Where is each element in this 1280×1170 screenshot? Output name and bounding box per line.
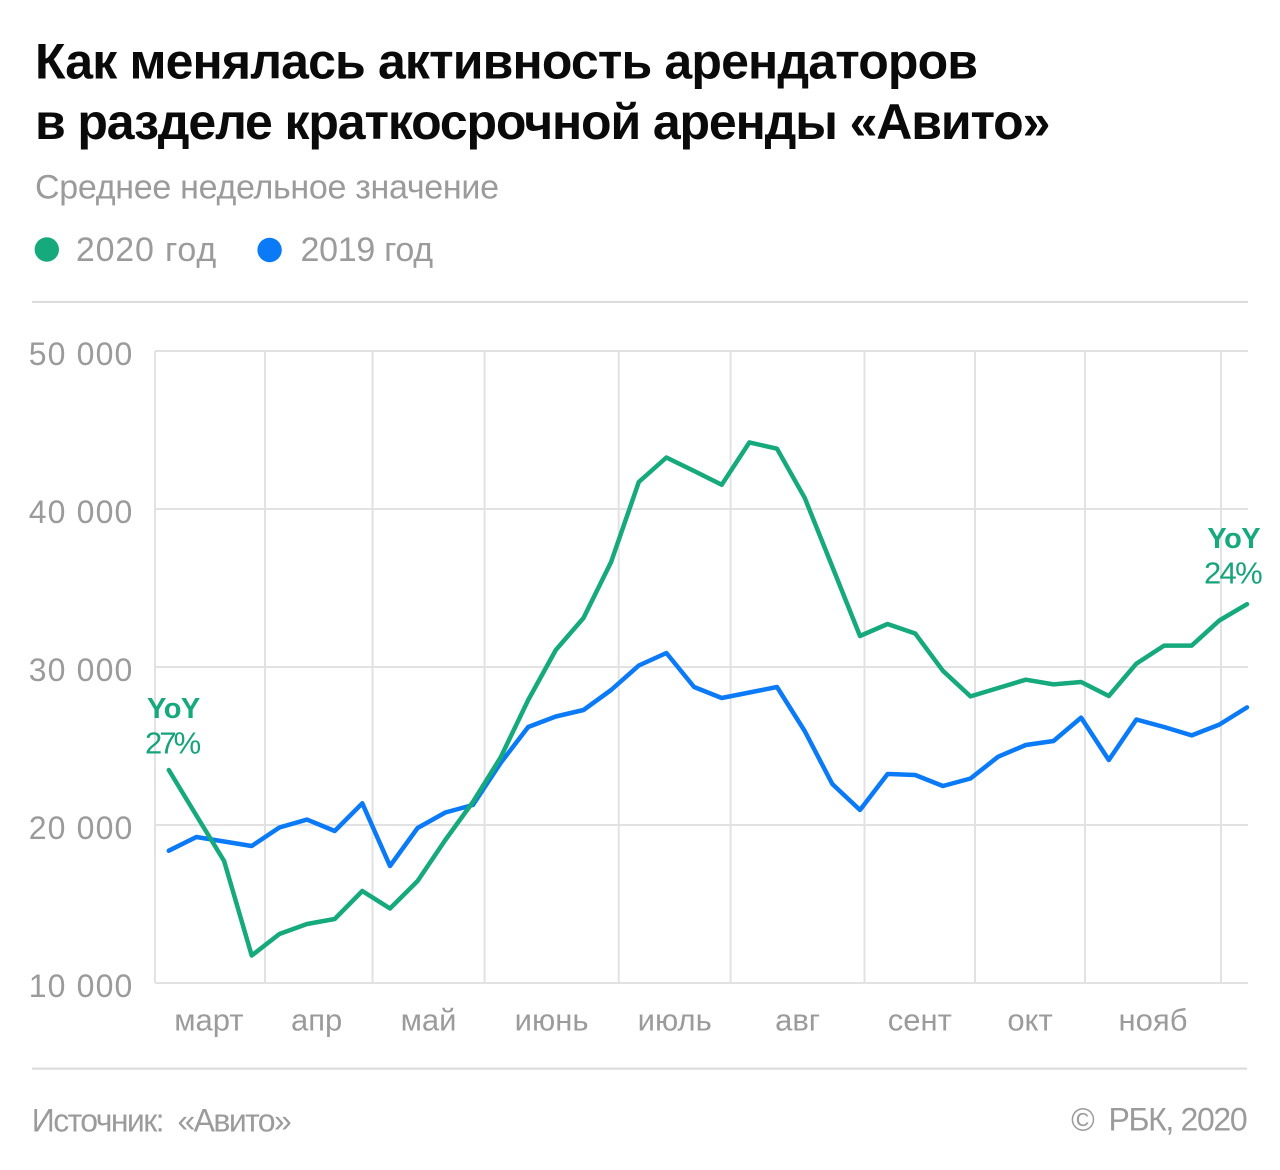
svg-text:20 000: 20 000 (29, 810, 134, 846)
svg-text:Источник: «Авито»: Источник: «Авито» (32, 1103, 291, 1139)
svg-text:© РБК, 2020: © РБК, 2020 (1071, 1101, 1247, 1137)
svg-text:в разделе краткосрочной аренды: в разделе краткосрочной аренды «Авито» (35, 94, 1049, 150)
svg-text:Как менялась активность аренда: Как менялась активность арендаторов (35, 33, 977, 89)
svg-text:YoY: YoY (147, 693, 200, 725)
svg-text:сент: сент (888, 1003, 952, 1038)
svg-text:май: май (401, 1003, 457, 1038)
svg-text:50 000: 50 000 (29, 336, 134, 372)
svg-text:июль: июль (638, 1003, 712, 1038)
svg-text:Среднее недельное значение: Среднее недельное значение (35, 168, 499, 206)
svg-text:YoY: YoY (1207, 523, 1260, 555)
svg-text:июнь: июнь (515, 1003, 589, 1038)
svg-text:40 000: 40 000 (29, 494, 134, 530)
svg-text:27%: 27% (145, 726, 201, 761)
svg-text:апр: апр (291, 1003, 342, 1038)
svg-text:30 000: 30 000 (29, 652, 134, 688)
svg-text:24%: 24% (1204, 556, 1262, 591)
svg-text:2020 год: 2020 год (76, 231, 217, 269)
svg-text:10 000: 10 000 (29, 968, 134, 1004)
svg-text:март: март (174, 1003, 243, 1038)
svg-text:окт: окт (1007, 1003, 1052, 1038)
svg-text:нояб: нояб (1119, 1003, 1188, 1038)
svg-text:авг: авг (775, 1003, 820, 1038)
svg-text:2019 год: 2019 год (301, 231, 434, 269)
